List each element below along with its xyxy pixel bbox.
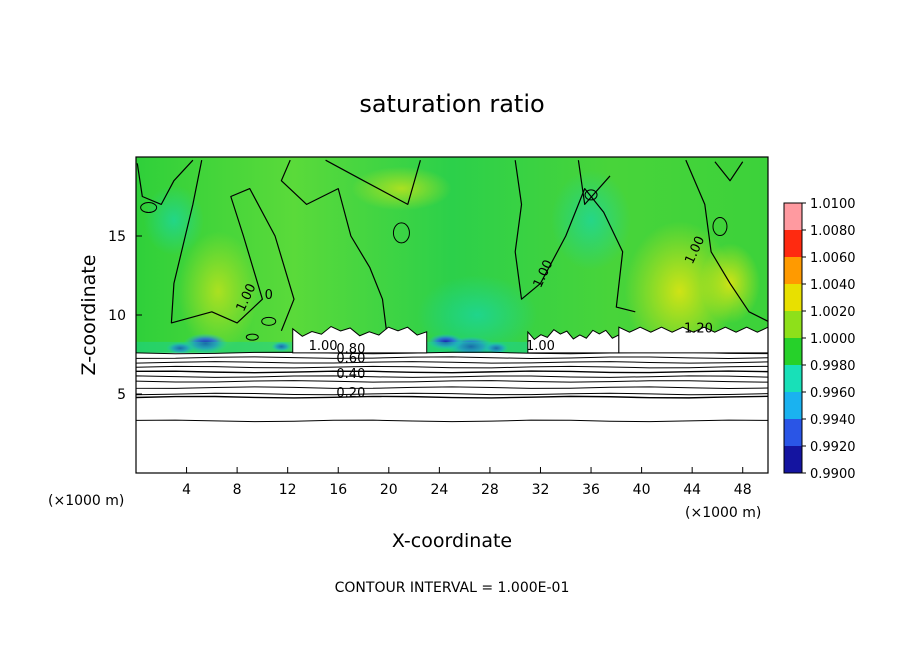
field-blob-subsaturated [427,333,464,350]
field-blob-cool [551,170,632,271]
contour-loop [140,202,158,214]
contour-line [136,356,768,359]
x-axis: 4 8 12 16 20 24 28 32 36 40 44 48 [182,467,752,498]
colorbar-swatch [784,203,802,230]
plot-area: 1.00 01.001.001.201.000.800.600.400.201.0… [136,157,768,473]
contour-line [136,365,768,369]
colorbar-swatch [784,365,802,392]
contour-line [136,375,768,378]
contour-loop [261,316,277,326]
contour-label: 1.00 [309,339,338,354]
contour-line-1-00 [280,159,387,330]
field-blob-subsaturated [271,341,292,352]
contour-line-1-00 [136,159,194,205]
colorbar-swatch [784,338,802,365]
x-tick-label: 44 [683,482,701,498]
colorbar-swatch [784,392,802,419]
colorbar-label: 1.0100 [810,197,856,212]
contour-loop [245,333,259,341]
x-tick-label: 4 [182,482,191,498]
contour-line-1-00 [170,160,295,332]
contour-label: 0 [265,288,273,303]
x-tick-label: 12 [279,482,297,498]
colorbar-label: 0.9960 [810,386,856,401]
contour-line-1-00 [514,160,636,313]
colorbar-label: 1.0080 [810,224,856,239]
cloud-region [292,325,428,354]
colorbar-swatch [784,419,802,446]
contour-loop [392,222,410,244]
contour-label: 0.20 [336,386,365,401]
colorbar-label: 0.9900 [810,467,856,482]
field-blob-subsaturated [484,342,509,355]
contour-interval-note: CONTOUR INTERVAL = 1.000E-01 [335,580,570,596]
y-tick-label: 10 [108,308,126,324]
contour-label: 1.00 [526,339,555,354]
x-tick-label: 32 [532,482,550,498]
colorbar-swatch [784,230,802,257]
contour-line-1-00 [714,161,744,182]
cloud-region [527,329,620,354]
cloud-region [618,326,768,354]
colorbar-swatch [784,257,802,284]
contour-loop [712,217,728,237]
field-blob-warm [624,221,735,362]
x-unit-right: (×1000 m) [685,505,761,521]
colorbar: 1.0100 1.0080 1.0060 1.0040 1.0020 1.0000 0.99… [783,197,856,482]
y-axis: 5 10 15 [108,229,142,403]
x-tick-label: 24 [430,482,448,498]
x-tick-label: 28 [481,482,499,498]
contour-label: 0.40 [336,367,365,382]
contour-line [136,395,768,399]
chart-title: saturation ratio [359,90,544,118]
colorbar-label: 1.0020 [810,305,856,320]
contour-line-1-00 [685,159,768,322]
colorbar-label: 1.0000 [810,332,856,347]
near-surface-band [136,341,768,353]
y-tick-label: 5 [117,387,126,403]
field-blob-subsaturated [166,342,195,355]
colorbar-swatch [784,284,802,311]
contour-label: 0.80 [336,342,365,357]
contour-label: 1.20 [684,321,713,336]
x-unit-left: (×1000 m) [48,493,124,509]
y-tick-label: 15 [108,229,126,245]
contour-label: 0.60 [336,351,365,366]
colorbar-label: 1.0040 [810,278,856,293]
x-axis-label: X-coordinate [392,530,512,552]
colorbar-swatch [784,311,802,338]
contour-line-1-00 [577,160,611,205]
field-blob-warm [351,166,452,211]
x-tick-label: 40 [633,482,651,498]
contour-line-1-00 [325,159,421,205]
y-axis-label: Z-coordinate [78,255,100,376]
x-tick-label: 8 [233,482,242,498]
colorbar-swatch [784,446,802,473]
colorbar-label: 0.9980 [810,359,856,374]
field-blob-cool [143,185,204,256]
contour-line [136,386,768,389]
contour-line [136,419,768,423]
contour-line [136,380,768,383]
field-blob-subsaturated [183,333,228,354]
x-tick-label: 20 [380,482,398,498]
x-tick-label: 48 [734,482,752,498]
x-tick-label: 16 [329,482,347,498]
contour-line [136,361,768,364]
contour-loop [584,189,598,201]
contour-line [136,392,768,396]
colorbar-label: 0.9940 [810,413,856,428]
stable-layer [136,352,768,473]
x-tick-label: 36 [582,482,600,498]
contour-line [136,370,768,374]
colorbar-label: 1.0060 [810,251,856,266]
colorbar-label: 0.9920 [810,440,856,455]
